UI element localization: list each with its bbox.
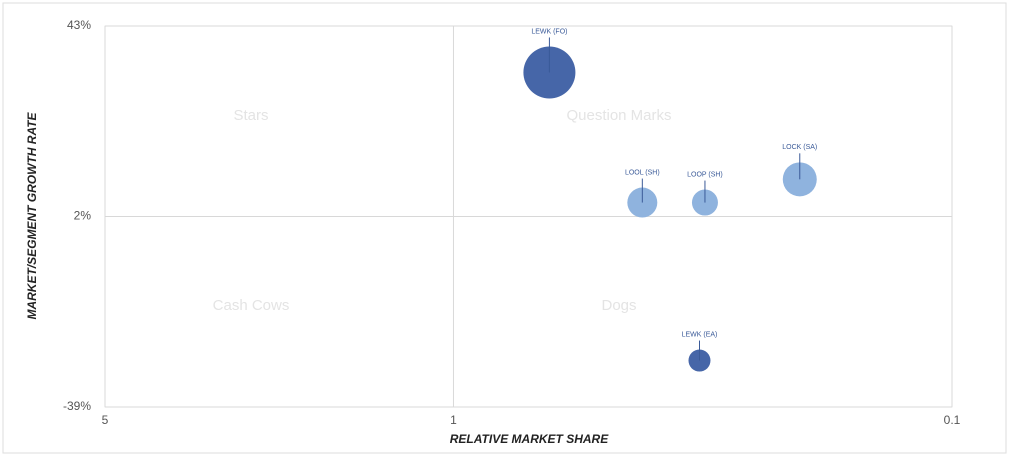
y-axis-title: MARKET/SEGMENT GROWTH RATE: [25, 111, 39, 319]
x-tick-label: 5: [102, 413, 109, 427]
bubble-label: LOOP (SH): [687, 171, 723, 178]
bubble-label: LOCK (SA): [782, 144, 817, 151]
bubble-label: LEWK (EA): [682, 331, 718, 338]
quadrant-label: Cash Cows: [213, 297, 290, 314]
quadrant-label: Question Marks: [566, 107, 671, 124]
x-tick-label: 1: [450, 413, 457, 427]
y-tick-label: 2%: [74, 209, 92, 223]
y-tick-label: 43%: [67, 18, 91, 32]
x-tick-label: 0.1: [944, 413, 961, 427]
frame: [2, 2, 1007, 454]
bubble-label: LOOL (SH): [625, 169, 660, 176]
x-axis-title: RELATIVE MARKET SHARE: [450, 432, 609, 446]
quadrant-label: Dogs: [601, 297, 636, 314]
quadrant-label: Stars: [233, 107, 268, 124]
y-tick-label: -39%: [63, 399, 91, 413]
bubble-label: LEWK (FO): [531, 28, 567, 35]
